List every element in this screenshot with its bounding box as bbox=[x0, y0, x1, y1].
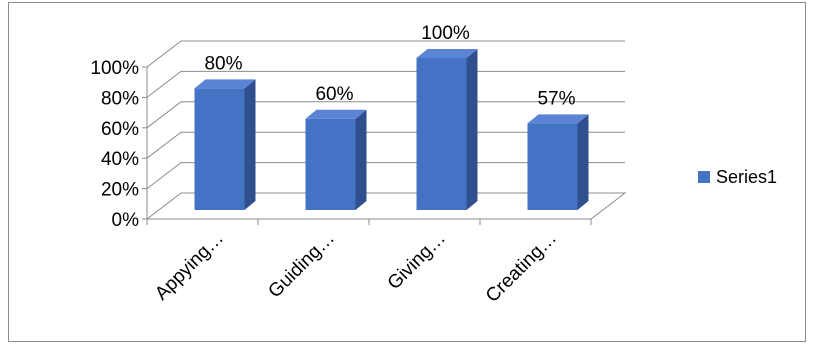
legend: Series1 bbox=[698, 167, 777, 187]
data-label: 80% bbox=[204, 53, 242, 74]
bar-top bbox=[416, 49, 478, 58]
legend-label: Series1 bbox=[716, 167, 777, 187]
bar-side bbox=[244, 79, 256, 211]
x-tick-label: Giving… bbox=[384, 228, 450, 294]
y-tick-label: 60% bbox=[101, 119, 139, 140]
legend-swatch bbox=[698, 171, 710, 183]
bar-side bbox=[355, 109, 367, 210]
bar-top bbox=[527, 114, 589, 124]
bar-top bbox=[194, 79, 256, 89]
bar-front bbox=[305, 118, 356, 210]
y-tick-label: 80% bbox=[101, 88, 139, 109]
y-tick-label: 100% bbox=[90, 58, 139, 79]
data-label: 100% bbox=[421, 23, 470, 44]
x-tick-label: Appying… bbox=[151, 228, 228, 305]
bar-3 bbox=[416, 49, 478, 210]
x-tick-label: Guiding… bbox=[264, 228, 339, 303]
y-tick-label: 20% bbox=[101, 180, 139, 201]
data-label: 57% bbox=[537, 88, 575, 109]
bar-1 bbox=[194, 79, 256, 211]
bar-top bbox=[305, 109, 367, 119]
chart-frame: 80% 60% 100% 57% 0% 20% 40% 60% 80% 100% Appying… bbox=[8, 2, 806, 342]
gridline bbox=[146, 40, 625, 68]
y-tick-label: 40% bbox=[101, 149, 139, 170]
bar-front bbox=[527, 123, 578, 210]
chart-floor bbox=[145, 192, 627, 220]
data-label: 60% bbox=[315, 84, 353, 105]
bar-2 bbox=[305, 109, 367, 210]
bar-front bbox=[416, 58, 467, 210]
bar-front bbox=[194, 88, 245, 210]
bar-4 bbox=[527, 114, 589, 210]
x-tick-label: Creating… bbox=[482, 228, 561, 307]
bar-chart: 80% 60% 100% 57% 0% 20% 40% 60% 80% 100% Appying… bbox=[90, 23, 777, 307]
y-tick-label: 0% bbox=[112, 210, 140, 231]
bar-side bbox=[466, 49, 478, 210]
bar-side bbox=[577, 114, 589, 210]
